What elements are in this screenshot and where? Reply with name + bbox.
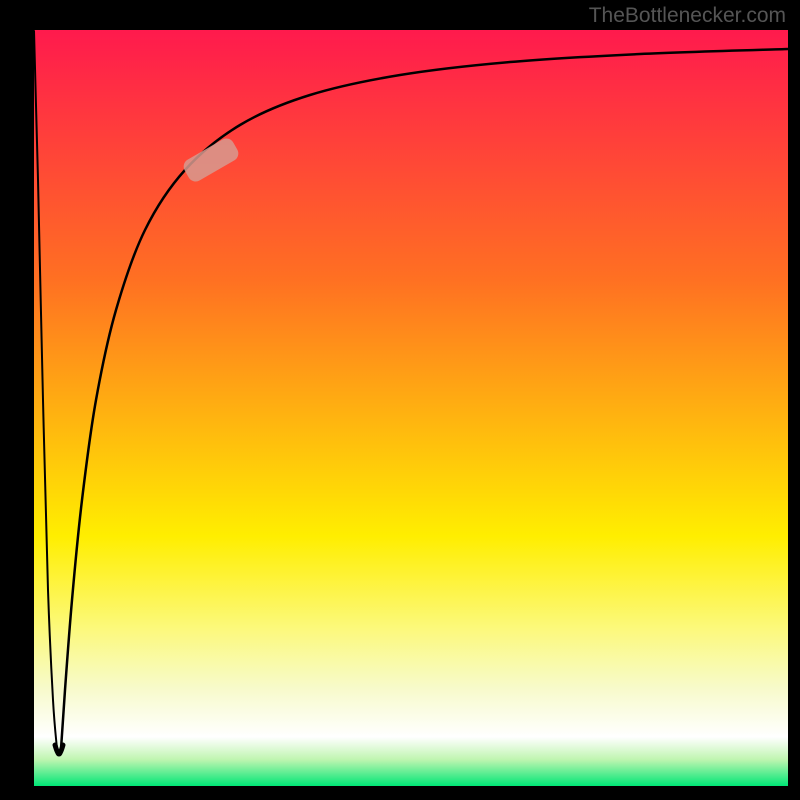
curve-rise: [61, 49, 788, 749]
watermark-text: TheBottlenecker.com: [589, 4, 786, 28]
chart-container: TheBottlenecker.com: [0, 0, 800, 800]
curve-overlay: [0, 0, 800, 800]
curve-fall: [34, 31, 57, 749]
curve-highlight: [181, 136, 241, 185]
